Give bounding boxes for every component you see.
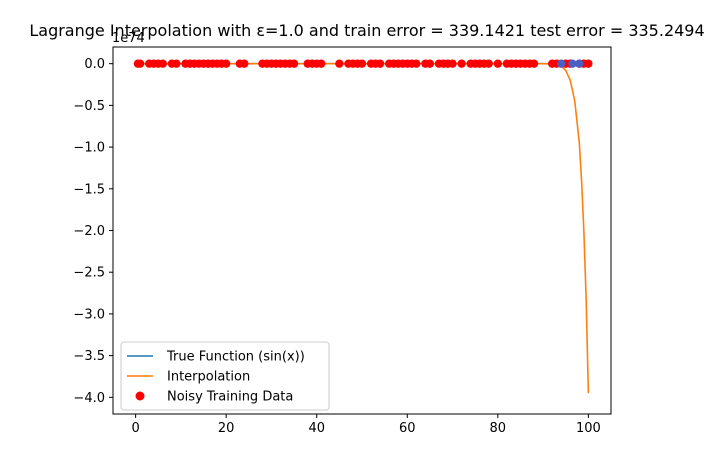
- scatter-point: [221, 59, 231, 68]
- legend-swatch-marker: [135, 391, 145, 401]
- x-tick-label: 20: [218, 421, 235, 436]
- scatter-point: [484, 59, 493, 68]
- scatter-point: [172, 59, 181, 68]
- y-offset-text: 1e74: [112, 31, 145, 46]
- scatter-point: [240, 59, 249, 68]
- scatter-point: [568, 59, 577, 68]
- y-tick-label: −1.5: [73, 182, 105, 197]
- y-tick-label: −2.0: [73, 224, 105, 239]
- scatter-point: [412, 59, 421, 68]
- x-tick-label: 40: [308, 421, 325, 436]
- scatter-point: [425, 59, 435, 68]
- legend-box: [120, 341, 330, 411]
- plot-area: [133, 59, 593, 394]
- legend-label: Interpolation: [167, 370, 250, 385]
- scatter-point: [357, 59, 367, 68]
- x-tick-label: 80: [490, 421, 507, 436]
- y-tick-label: −4.0: [73, 391, 105, 406]
- chart-title: Lagrange Interpolation with ε=1.0 and tr…: [29, 21, 704, 40]
- scatter-point: [135, 59, 145, 68]
- scatter-point: [575, 59, 584, 68]
- axes: 0 20 40 60 80 100 0.0 −0.5 −1.0 −1.5 −2.0 −2.5 −3.0 −…: [73, 46, 612, 436]
- scatter-point: [584, 59, 593, 68]
- x-tick-label: 100: [576, 421, 601, 436]
- scatter-point: [335, 59, 344, 68]
- scatter-point: [448, 59, 457, 68]
- y-tick-label: −3.5: [73, 349, 105, 364]
- y-tick-label: 0.0: [84, 57, 105, 72]
- legend-label: True Function (sin(x)): [166, 350, 305, 365]
- y-tick-label: −0.5: [73, 99, 105, 114]
- scatter-point: [557, 59, 566, 68]
- scatter-point: [529, 59, 539, 68]
- y-tick-label: −2.5: [73, 266, 105, 281]
- scatter-point: [289, 59, 299, 68]
- legend: True Function (sin(x)) Interpolation Noisy…: [120, 341, 330, 411]
- y-tick-label: −3.0: [73, 307, 105, 322]
- scatter-point: [493, 59, 503, 68]
- y-tick-label: −1.0: [73, 141, 105, 156]
- legend-label: Noisy Training Data: [167, 390, 293, 405]
- scatter-point: [457, 59, 466, 68]
- scatter-point: [158, 59, 167, 68]
- x-tick-label: 0: [131, 421, 139, 436]
- x-tick-label: 60: [399, 421, 416, 436]
- scatter-point: [375, 59, 385, 68]
- scatter-point: [317, 59, 326, 68]
